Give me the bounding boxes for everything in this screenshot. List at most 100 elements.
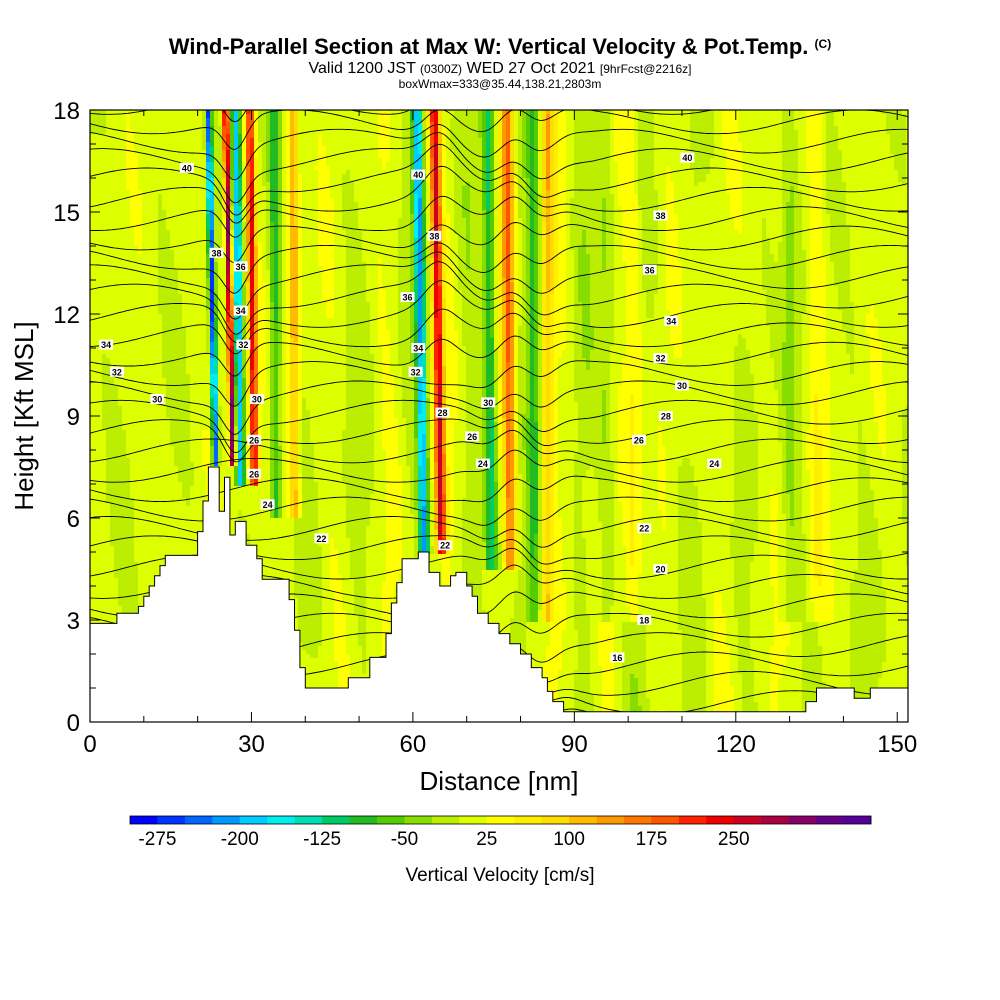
w-field-cell [158, 494, 163, 499]
w-field-cell [126, 582, 131, 587]
w-field-cell [98, 486, 103, 491]
w-field-cell [158, 298, 163, 303]
w-field-cell [154, 546, 159, 551]
w-field-cell [214, 226, 219, 231]
w-field-cell [142, 438, 147, 443]
w-field-cell [194, 454, 199, 459]
w-field-cell [194, 498, 199, 503]
w-field-cell [146, 326, 151, 331]
w-field-cell [210, 142, 215, 147]
w-field-cell [94, 282, 99, 287]
w-field-cell [186, 226, 191, 231]
w-field-cell [142, 318, 147, 323]
w-field-cell [102, 602, 107, 607]
w-field-cell [202, 258, 207, 263]
w-field-cell [138, 238, 143, 243]
w-field-cell [142, 162, 147, 167]
w-field-cell [182, 142, 187, 147]
w-field-cell [142, 566, 147, 571]
w-field-cell [202, 194, 207, 199]
w-field-cell [118, 470, 123, 475]
w-field-cell [102, 462, 107, 467]
w-field-cell [198, 426, 203, 431]
w-field-cell [142, 178, 147, 183]
w-field-cell [106, 230, 111, 235]
w-field-cell [130, 114, 135, 119]
w-field-cell [210, 318, 215, 323]
w-field-cell [186, 198, 191, 203]
w-field-cell [110, 290, 115, 295]
w-field-cell [150, 230, 155, 235]
w-field-cell [182, 126, 187, 131]
w-field-cell [166, 242, 171, 247]
w-field-cell [106, 530, 111, 535]
w-field-cell [118, 506, 123, 511]
w-field-cell [182, 286, 187, 291]
w-field-cell [146, 502, 151, 507]
w-field-cell [182, 250, 187, 255]
w-field-cell [202, 366, 207, 371]
w-field-cell [142, 290, 147, 295]
w-field-cell [202, 374, 207, 379]
w-field-cell [146, 138, 151, 143]
w-field-cell [122, 262, 127, 267]
w-field-cell [182, 114, 187, 119]
w-field-cell [126, 550, 131, 555]
w-field-cell [186, 350, 191, 355]
w-field-cell [126, 358, 131, 363]
w-field-cell [194, 130, 199, 135]
w-field-cell [154, 306, 159, 311]
w-field-cell [154, 134, 159, 139]
w-field-cell [190, 390, 195, 395]
w-field-cell [110, 446, 115, 451]
w-field-cell [198, 518, 203, 523]
w-field-cell [118, 278, 123, 283]
w-field-cell [94, 374, 99, 379]
w-field-cell [170, 546, 175, 551]
w-field-cell [146, 430, 151, 435]
w-field-cell [114, 130, 119, 135]
w-field-cell [154, 158, 159, 163]
w-field-cell [174, 262, 179, 267]
w-field-cell [138, 602, 143, 607]
w-field-cell [182, 426, 187, 431]
w-field-cell [126, 158, 131, 163]
w-field-cell [178, 246, 183, 251]
w-field-cell [150, 486, 155, 491]
w-field-cell [162, 306, 167, 311]
w-field-cell [138, 218, 143, 223]
w-field-cell [170, 338, 175, 343]
w-field-cell [162, 126, 167, 131]
w-field-cell [162, 414, 167, 419]
w-field-cell [106, 522, 111, 527]
w-field-cell [130, 542, 135, 547]
w-field-cell [182, 494, 187, 499]
w-field-cell [170, 506, 175, 511]
w-field-cell [114, 154, 119, 159]
w-field-cell [170, 334, 175, 339]
w-field-cell [150, 530, 155, 535]
w-field-cell [90, 326, 95, 331]
w-field-cell [130, 590, 135, 595]
w-field-cell [186, 114, 191, 119]
w-field-cell [202, 282, 207, 287]
w-field-cell [158, 234, 163, 239]
w-field-cell [190, 358, 195, 363]
w-field-cell [210, 110, 215, 115]
w-field-cell [154, 414, 159, 419]
w-field-cell [102, 518, 107, 523]
w-field-cell [150, 338, 155, 343]
w-field-cell [150, 422, 155, 427]
w-field-cell [98, 466, 103, 471]
w-field-cell [90, 162, 95, 167]
w-field-cell [170, 458, 175, 463]
w-field-cell [98, 118, 103, 123]
w-field-cell [98, 306, 103, 311]
w-field-cell [114, 166, 119, 171]
w-field-cell [190, 114, 195, 119]
w-field-cell [190, 406, 195, 411]
w-field-cell [178, 546, 183, 551]
w-field-cell [102, 222, 107, 227]
w-field-cell [102, 150, 107, 155]
w-field-cell [194, 346, 199, 351]
